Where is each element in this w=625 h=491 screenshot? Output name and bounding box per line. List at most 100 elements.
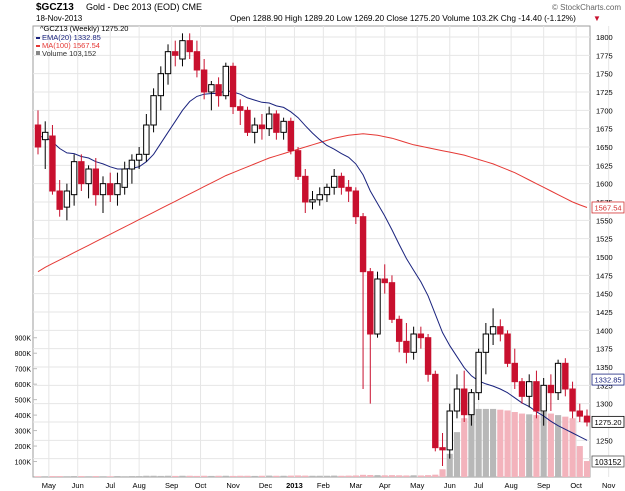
grid-layer <box>33 26 610 477</box>
candle-body <box>107 183 114 196</box>
volume-tick-label: 100K <box>15 460 32 467</box>
volume-bar <box>157 475 164 477</box>
price-tick-label: 1800 <box>596 33 613 42</box>
legend-ema: EMA(20) 1332.85 <box>42 33 101 42</box>
price-tick-label: 1350 <box>596 363 613 372</box>
price-badges: 1567.54 1332.85 1275.20 <box>591 201 625 428</box>
volume-bar <box>468 412 475 477</box>
candle-body <box>265 113 273 130</box>
volume-bar <box>208 475 215 477</box>
volume-bar <box>244 475 251 477</box>
volume-bar <box>164 475 172 477</box>
volume-bar <box>266 475 273 477</box>
candle-body <box>42 131 49 141</box>
candle-body <box>439 447 446 451</box>
volume-bar <box>490 408 497 477</box>
legend-ma: MA(100) 1567.54 <box>42 41 100 50</box>
month-tick-label: Oct <box>195 481 208 490</box>
month-tick-label: Feb <box>317 481 330 490</box>
volume-bar <box>504 410 511 477</box>
price-tick-label: 1625 <box>596 161 613 170</box>
candle-body <box>128 159 136 170</box>
candle-body <box>576 410 583 417</box>
volume-bar <box>403 475 410 477</box>
candle-body <box>424 337 432 375</box>
volume-bar <box>576 446 583 477</box>
candle-body <box>554 362 562 394</box>
candle-body <box>85 168 92 185</box>
volume-bar <box>172 475 179 477</box>
candle-body <box>569 388 576 412</box>
volume-bar <box>331 475 338 477</box>
volume-bar <box>417 475 424 477</box>
volume-bar <box>258 475 266 477</box>
legend-volume: Volume 103,152 <box>42 49 96 58</box>
volume-bar <box>432 474 439 477</box>
price-tick-label: 1500 <box>596 253 613 262</box>
volume-bar <box>186 475 193 477</box>
volume-bar <box>475 408 482 477</box>
price-tick-label: 1600 <box>596 180 613 189</box>
volume-tick-label: 300K <box>15 429 32 436</box>
candle-body <box>287 120 295 152</box>
price-tick-label: 1750 <box>596 70 613 79</box>
volume-layer <box>34 408 591 477</box>
candle-body <box>258 124 266 130</box>
candle-body <box>468 392 475 416</box>
volume-bar <box>114 476 121 477</box>
volume-bar <box>251 475 258 477</box>
month-tick-label: May <box>410 481 424 490</box>
volume-bar <box>121 476 128 477</box>
candle-body <box>330 175 338 188</box>
price-tick-label: 1400 <box>596 326 613 335</box>
volume-bar <box>439 469 446 477</box>
volume-tick-label: 800K <box>15 351 32 358</box>
month-tick-label: Dec <box>259 481 273 490</box>
month-tick-label: Jun <box>72 481 84 490</box>
volume-tick-label: 500K <box>15 398 32 405</box>
price-tick-label: 1425 <box>596 308 613 317</box>
month-tick-label: Jun <box>444 481 456 490</box>
candle-body <box>367 271 374 335</box>
volume-bar <box>99 476 107 477</box>
volume-bar <box>547 413 554 477</box>
candle-body <box>410 333 417 353</box>
candle-body <box>359 216 367 273</box>
volume-bar <box>497 409 504 477</box>
month-tick-label: Sep <box>165 481 178 490</box>
candle-body <box>229 65 237 108</box>
price-tick-label: 1325 <box>596 381 613 390</box>
candle-body <box>338 175 345 188</box>
candle-body <box>504 333 511 364</box>
volume-bar <box>526 414 533 477</box>
volume-bar <box>518 413 526 477</box>
volume-bar <box>136 476 143 477</box>
volume-bar <box>287 475 294 477</box>
legend-price: ^GCZ13 (Weekly) 1275.20 <box>40 24 128 33</box>
candle-body <box>92 168 99 196</box>
volume-bar <box>85 476 92 477</box>
volume-bar <box>34 476 42 477</box>
candle-body <box>446 410 453 451</box>
candle-body <box>150 95 157 126</box>
price-badge-box <box>591 415 625 428</box>
brand-watermark: © StockCharts.com <box>552 3 621 12</box>
volume-bar <box>302 475 309 477</box>
candle-body <box>49 135 56 192</box>
candle-body <box>475 351 482 394</box>
month-tick-label: Jul <box>474 481 484 490</box>
month-tick-label: Aug <box>504 481 517 490</box>
candle-body <box>583 415 591 423</box>
price-badge-box <box>591 201 625 214</box>
month-tick-label: Jul <box>105 481 115 490</box>
candle-body <box>200 69 208 93</box>
legend-volume-swatch <box>36 51 40 55</box>
volume-bar <box>49 476 56 477</box>
volume-bar <box>316 475 323 477</box>
volume-bar <box>193 475 200 477</box>
price-badge-label: 1275.20 <box>594 418 621 427</box>
volume-bar <box>201 475 208 477</box>
volume-bar <box>345 475 352 477</box>
candle-body <box>417 333 425 339</box>
